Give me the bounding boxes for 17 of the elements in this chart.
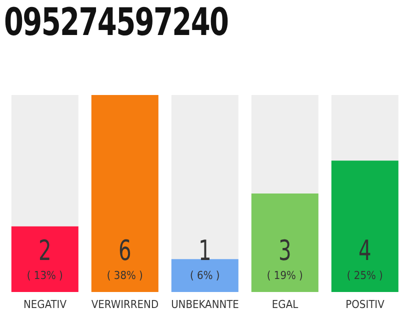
- x-tick-label: VERWIRREND: [91, 298, 159, 311]
- x-tick-label: EGAL: [272, 298, 299, 311]
- chart-title: 095274597240: [4, 0, 228, 44]
- annotation: ( 38% ): [106, 269, 144, 282]
- data-label: 1: [198, 233, 212, 267]
- annotation: ( 6% ): [190, 269, 220, 282]
- x-tick-label: POSITIV: [346, 298, 385, 311]
- annotation: ( 13% ): [26, 269, 64, 282]
- data-label: 3: [278, 233, 292, 267]
- bar: [171, 259, 238, 292]
- data-label: 2: [38, 233, 52, 267]
- data-label: 4: [358, 233, 372, 267]
- data-label: 6: [118, 233, 132, 267]
- x-tick-label: UNBEKANNTE: [171, 298, 239, 311]
- x-tick-label: NEGATIV: [24, 298, 67, 311]
- annotation: ( 19% ): [266, 269, 304, 282]
- annotation: ( 25% ): [346, 269, 384, 282]
